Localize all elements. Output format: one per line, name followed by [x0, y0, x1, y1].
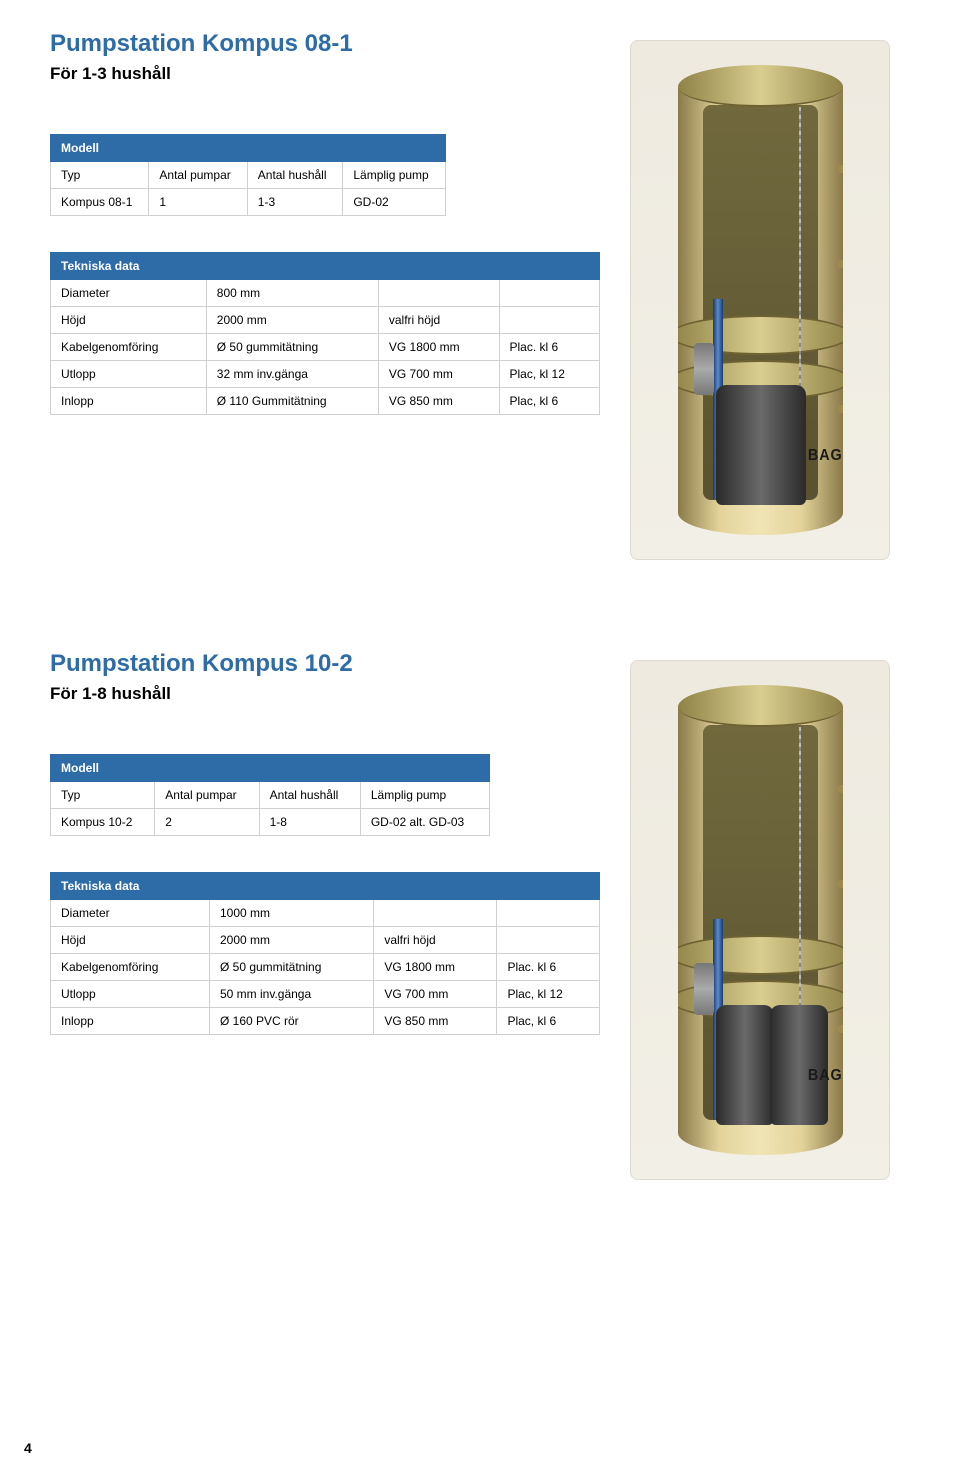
model-col-pumpar: Antal pumpar: [149, 162, 247, 189]
table-row: Utlopp 32 mm inv.gänga VG 700 mm Plac, k…: [51, 361, 600, 388]
page-number: 4: [24, 1440, 32, 1456]
model-col-pumpar: Antal pumpar: [155, 782, 259, 809]
table-row: Höjd 2000 mm valfri höjd: [51, 927, 600, 954]
model-table: Modell Typ Antal pumpar Antal hushåll Lä…: [50, 134, 446, 216]
model-col-pump: Lämplig pump: [360, 782, 489, 809]
table-row: Inlopp Ø 160 PVC rör VG 850 mm Plac, kl …: [51, 1008, 600, 1035]
table-row: Kabelgenomföring Ø 50 gummitätning VG 18…: [51, 334, 600, 361]
model-col-hushall: Antal hushåll: [247, 162, 343, 189]
pump-motor-icon: [716, 1005, 774, 1125]
tech-table-header: Tekniska data: [51, 253, 600, 280]
pump-body-icon: BAG: [678, 65, 843, 535]
table-row: Diameter 800 mm: [51, 280, 600, 307]
model-table: Modell Typ Antal pumpar Antal hushåll Lä…: [50, 754, 490, 836]
pump-motor-icon: [716, 385, 806, 505]
section-title: Pumpstation Kompus 10-2: [50, 650, 600, 678]
section-kompus-08-1: Pumpstation Kompus 08-1 För 1-3 hushåll …: [50, 30, 920, 560]
left-column: Pumpstation Kompus 08-1 För 1-3 hushåll …: [50, 30, 600, 560]
pump-illustration: BAG: [630, 660, 890, 1180]
section-title: Pumpstation Kompus 08-1: [50, 30, 600, 58]
right-column: BAG: [630, 30, 920, 560]
table-row: Diameter 1000 mm: [51, 900, 600, 927]
pump-illustration: BAG: [630, 40, 890, 560]
model-col-hushall: Antal hushåll: [259, 782, 360, 809]
table-row: Inlopp Ø 110 Gummitätning VG 850 mm Plac…: [51, 388, 600, 415]
tech-data-table: Tekniska data Diameter 800 mm Höjd 2000 …: [50, 252, 600, 415]
table-row: Höjd 2000 mm valfri höjd: [51, 307, 600, 334]
table-row: Kabelgenomföring Ø 50 gummitätning VG 18…: [51, 954, 600, 981]
right-column: BAG: [630, 650, 920, 1180]
model-col-pump: Lämplig pump: [343, 162, 446, 189]
table-row: Kompus 08-1 1 1-3 GD-02: [51, 189, 446, 216]
model-table-header: Modell: [51, 135, 446, 162]
table-row: Utlopp 50 mm inv.gänga VG 700 mm Plac, k…: [51, 981, 600, 1008]
left-column: Pumpstation Kompus 10-2 För 1-8 hushåll …: [50, 650, 600, 1180]
section-subtitle: För 1-3 hushåll: [50, 64, 600, 84]
pump-motor-icon: [770, 1005, 828, 1125]
table-row: Kompus 10-2 2 1-8 GD-02 alt. GD-03: [51, 809, 490, 836]
brand-label: BAG: [808, 447, 843, 465]
section-kompus-10-2: Pumpstation Kompus 10-2 För 1-8 hushåll …: [50, 650, 920, 1180]
model-table-header: Modell: [51, 755, 490, 782]
model-col-typ: Typ: [51, 782, 155, 809]
model-col-typ: Typ: [51, 162, 149, 189]
pump-body-icon: BAG: [678, 685, 843, 1155]
tech-data-table: Tekniska data Diameter 1000 mm Höjd 2000…: [50, 872, 600, 1035]
tech-table-header: Tekniska data: [51, 873, 600, 900]
brand-label: BAG: [808, 1067, 843, 1085]
section-subtitle: För 1-8 hushåll: [50, 684, 600, 704]
